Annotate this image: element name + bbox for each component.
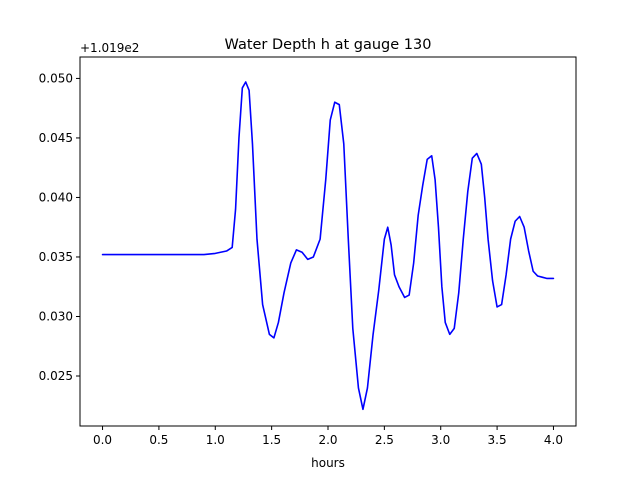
x-tick-label: 0.0: [93, 433, 112, 447]
y-tick-label: 0.030: [39, 309, 73, 323]
y-offset-label: +1.019e2: [80, 41, 139, 55]
x-tick-label: 2.5: [375, 433, 394, 447]
x-tick-label: 0.5: [149, 433, 168, 447]
y-tick-label: 0.035: [39, 250, 73, 264]
plot-frame: [79, 56, 577, 427]
x-tick-label: 1.0: [206, 433, 225, 447]
series-line-0: [101, 81, 555, 411]
series-layer: [101, 81, 555, 411]
x-tick-label: 4.0: [544, 433, 563, 447]
y-tick-label: 0.050: [39, 71, 73, 85]
x-tick-label: 2.0: [318, 433, 337, 447]
chart-title: Water Depth h at gauge 130: [225, 37, 432, 53]
y-tick-label: 0.025: [39, 369, 73, 383]
y-tick-label: 0.040: [39, 190, 73, 204]
x-ticks: 0.0 0.5 1.0 1.5 2.0 2.5 3.0 3.5 4.0: [93, 426, 563, 447]
y-tick-label: 0.045: [39, 131, 73, 145]
x-axis-label: hours: [311, 456, 345, 470]
x-tick-label: 3.5: [488, 433, 507, 447]
y-ticks: 0.025 0.030 0.035 0.040 0.045 0.050: [39, 71, 80, 383]
x-tick-label: 1.5: [262, 433, 281, 447]
x-tick-label: 3.0: [431, 433, 450, 447]
